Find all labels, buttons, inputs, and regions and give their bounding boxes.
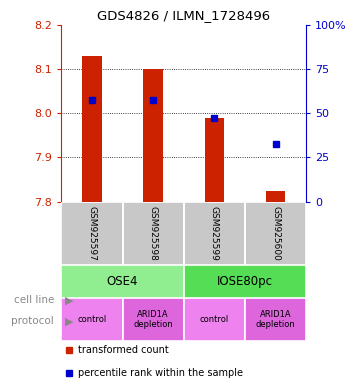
Bar [61, 202, 122, 265]
Text: control: control [200, 315, 229, 324]
Bar [184, 298, 245, 341]
Text: ▶: ▶ [65, 316, 73, 326]
Text: percentile rank within the sample: percentile rank within the sample [78, 368, 243, 378]
Text: cell line: cell line [14, 295, 54, 305]
Text: GSM925598: GSM925598 [149, 206, 158, 261]
Bar [204, 118, 224, 202]
Bar [184, 202, 245, 265]
Bar [184, 265, 306, 298]
Bar [144, 69, 163, 202]
Text: ▶: ▶ [65, 295, 73, 305]
Text: protocol: protocol [12, 316, 54, 326]
Text: ARID1A
depletion: ARID1A depletion [256, 310, 295, 329]
Bar [61, 298, 122, 341]
Bar [82, 56, 102, 202]
Title: GDS4826 / ILMN_1728496: GDS4826 / ILMN_1728496 [97, 9, 270, 22]
Text: GSM925600: GSM925600 [271, 206, 280, 261]
Text: control: control [77, 315, 106, 324]
Text: GSM925599: GSM925599 [210, 206, 219, 261]
Bar [245, 202, 306, 265]
Bar [266, 190, 285, 202]
Bar [61, 265, 184, 298]
Text: transformed count: transformed count [78, 345, 169, 355]
Bar [122, 298, 184, 341]
Text: IOSE80pc: IOSE80pc [217, 275, 273, 288]
Text: GSM925597: GSM925597 [88, 206, 96, 261]
Text: OSE4: OSE4 [107, 275, 138, 288]
Text: ARID1A
depletion: ARID1A depletion [133, 310, 173, 329]
Bar [122, 202, 184, 265]
Bar [245, 298, 306, 341]
